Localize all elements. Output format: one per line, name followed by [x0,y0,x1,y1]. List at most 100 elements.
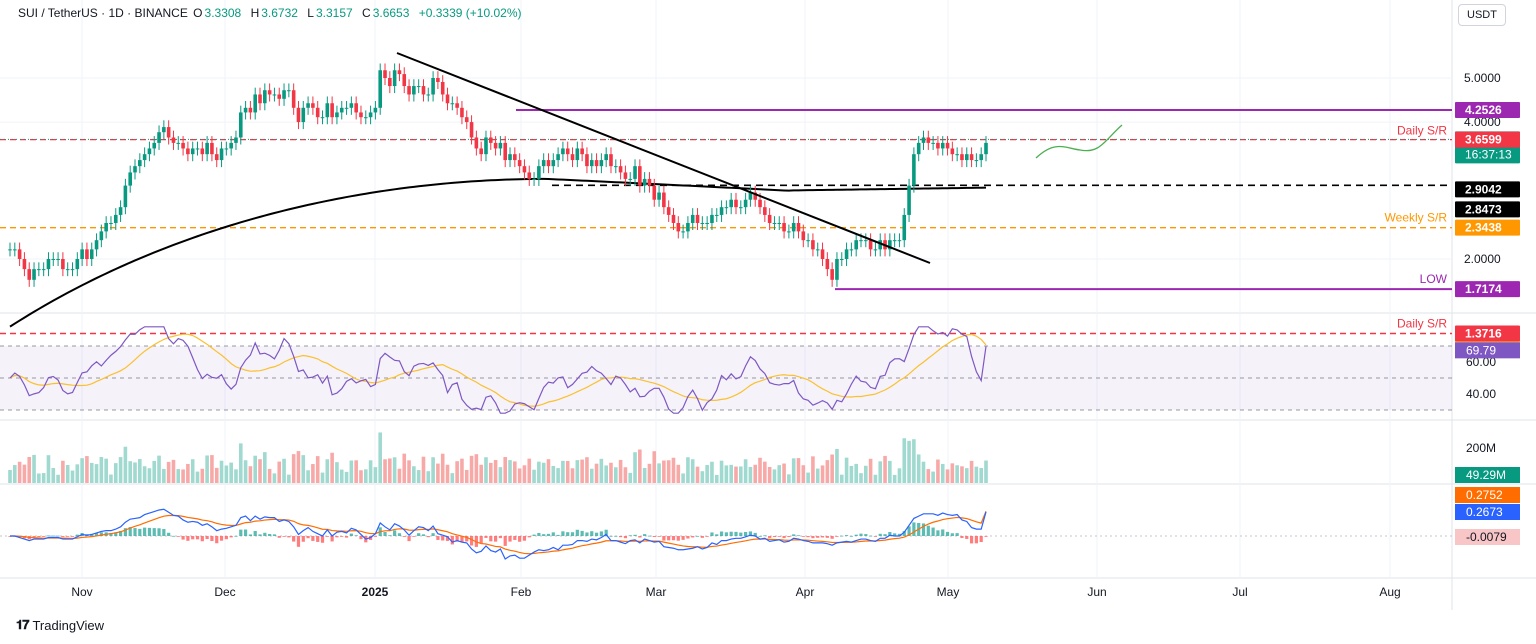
candle-body [599,160,604,167]
macd-histogram-bar [205,536,209,540]
candle-body [455,103,459,108]
candle-body [166,127,171,138]
volume-bar [282,458,286,483]
candle-body [532,178,536,180]
macd-histogram-bar [335,536,339,538]
price-tick: 2.0000 [1464,252,1501,266]
macd-histogram-bar [465,536,469,542]
volume-bar [849,465,854,483]
volume-bar [782,463,786,483]
volume-bar [8,470,12,483]
candle-body [157,132,161,143]
macd-histogram-bar [320,536,325,543]
macd-histogram-bar [171,535,176,537]
macd-histogram-bar [931,527,935,536]
volume-bar [714,474,719,483]
close-value: 3.6653 [372,6,410,20]
candle-body [926,137,931,143]
candle-body [460,107,464,118]
volume-bar [777,465,782,483]
candle-body [777,222,782,224]
volume-bar [743,459,748,483]
candle-body [647,178,652,186]
descending-trendline [396,52,931,264]
macd-histogram-bar [147,527,152,536]
candle-body [508,154,512,161]
macd-histogram-bar [243,529,248,536]
macd-histogram-bar [66,536,70,537]
macd-histogram-bar [268,533,272,536]
macd-histogram-bar [484,536,488,538]
time-tick: Nov [71,585,92,599]
candle-body [248,107,253,113]
branding[interactable]: 𝟏𝟕 TradingView [16,617,104,633]
macd-histogram-bar [633,534,637,536]
time-tick: Dec [214,585,235,599]
volume-bar [575,460,580,483]
macd-badge [1455,504,1520,520]
candle-body [772,222,777,224]
macd-histogram-bar [210,536,214,542]
candle-body [527,172,532,179]
volume-bar [676,464,681,483]
volume-bar [75,464,80,483]
candle-body [61,259,65,270]
macd-histogram-bar [344,536,349,538]
candle-body [484,137,488,155]
candle-body [436,78,440,82]
candle-body [113,214,118,223]
volume-bar [56,474,60,483]
volume-bar [37,473,41,483]
volume-bar [960,466,964,483]
macd-histogram-bar [945,531,950,536]
candle-body [219,148,224,161]
rsi-line [9,326,987,414]
volume-bar [565,460,570,483]
currency-selector[interactable]: USDT [1458,4,1506,26]
volume-bar [964,468,969,483]
price-badge [1455,219,1520,236]
candle-body [118,207,123,215]
macd-badge-label: -0.0079 [1466,530,1507,544]
volume-bar [537,461,541,483]
candle-body [844,249,849,259]
level-label: LOW [1420,272,1448,286]
volume-bar [243,460,248,483]
volume-bar [969,460,974,483]
volume-bar [99,457,104,483]
candle-body [618,166,623,173]
volume-bar [41,473,46,483]
candle-body [570,154,575,161]
volume-bar [363,469,368,483]
candle-body [205,142,209,155]
macd-histogram-bar [191,536,195,540]
volume-bar [80,458,84,483]
volume-bar [190,459,195,483]
candle-body [37,269,41,271]
volume-bar [955,465,959,483]
volume-bar [888,460,892,483]
candle-body [99,231,104,241]
rsi-ma-line [9,333,987,407]
price-badge [1455,131,1520,148]
volume-bar [931,471,935,483]
macd-histogram-bar [224,536,228,540]
macd-histogram-bar [873,536,878,537]
candle-body [705,222,709,224]
macd-histogram-bar [123,528,127,536]
macd-histogram-bar [330,536,334,542]
candle-body [714,214,719,216]
macd-histogram-bar [667,536,671,541]
price-badge-label: 3.6599 [1465,133,1502,147]
macd-histogram-bar [753,532,757,536]
macd-histogram-bar [936,530,940,536]
macd-histogram-bar [340,536,344,537]
candle-body [695,214,700,223]
candle-body [359,112,363,118]
candle-body [469,122,474,138]
volume-bar [445,464,450,483]
candle-body [513,154,517,161]
macd-histogram-bar [248,534,252,536]
candle-body [41,269,46,271]
